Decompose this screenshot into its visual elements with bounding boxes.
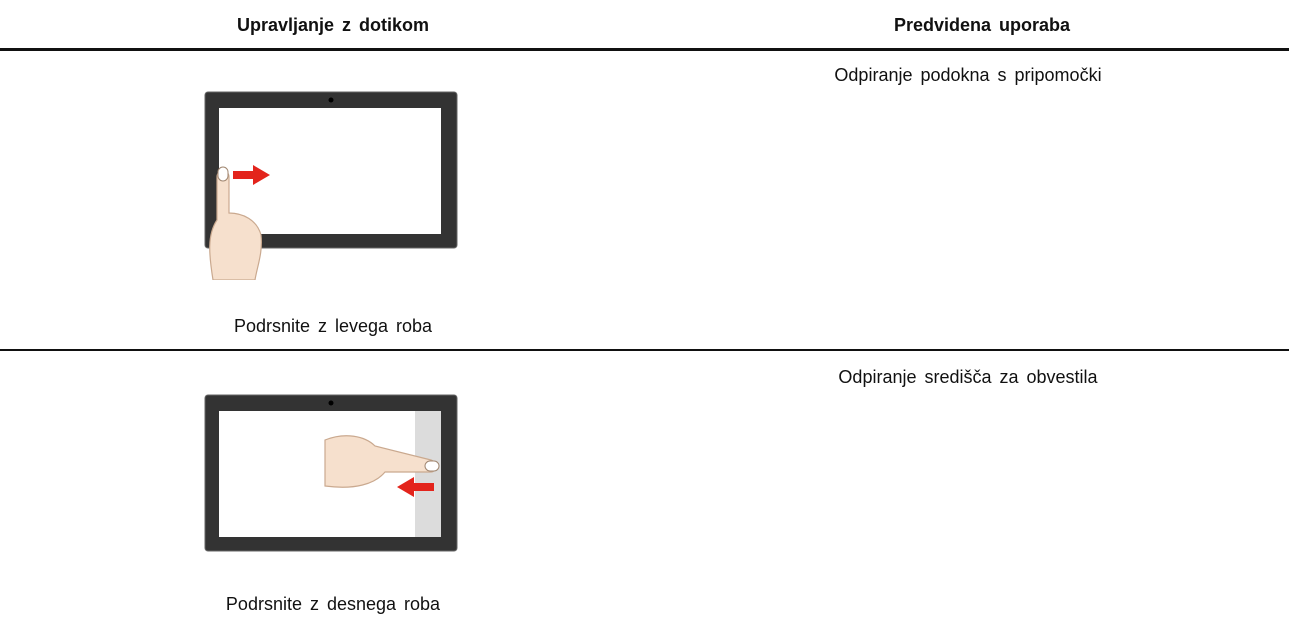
arrow-right (233, 165, 270, 185)
fingertip (424, 460, 440, 472)
swipe-right-illustration (204, 394, 458, 552)
gesture-text: Podrsnite z levega roba (233, 316, 433, 336)
arrow-left (397, 477, 434, 497)
swipe-left-illustration (204, 91, 458, 280)
side-panel (415, 411, 441, 537)
header-cell: Predvidena uporaba (893, 15, 1071, 35)
header-cell: Upravljanje z dotikom (236, 15, 430, 35)
fingertip (217, 166, 229, 182)
use-text: Odpiranje podokna s pripomočki (834, 65, 1102, 85)
hand (209, 170, 262, 280)
camera (328, 97, 334, 103)
camera (328, 400, 334, 406)
use-text: Odpiranje središča za obvestila (838, 367, 1098, 387)
gesture-text: Podrsnite z desnega roba (225, 594, 441, 614)
header-rule (0, 48, 1289, 51)
row-rule (0, 349, 1289, 351)
